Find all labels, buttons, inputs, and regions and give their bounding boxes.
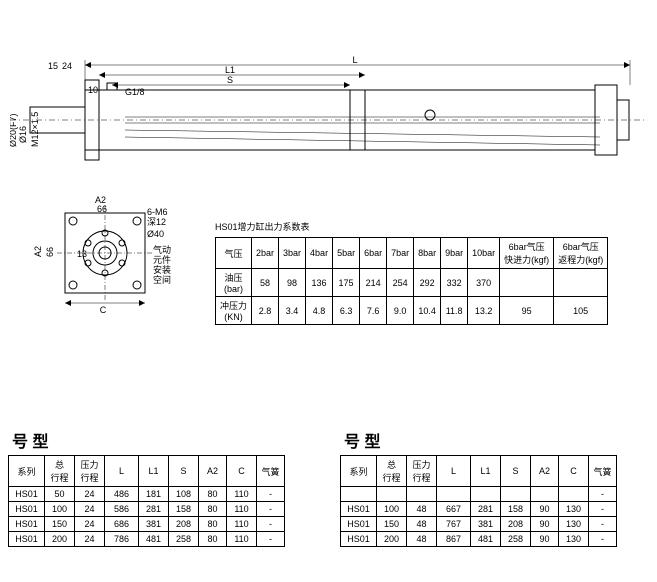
- dim-13: 13: [77, 249, 87, 259]
- dim-L: L: [352, 55, 357, 65]
- dim-depth: 深12: [147, 217, 166, 227]
- spec-left-label: 号 型: [12, 428, 48, 452]
- dim-rod: Ø16: [18, 126, 28, 143]
- spec-right-label: 号 型: [344, 428, 380, 452]
- dim-66w: 66: [97, 204, 107, 214]
- spec-right-region: 系列总行程压力行程LL1SA2C气簧-HS0110048667281158901…: [340, 455, 617, 547]
- force-table: 气压2bar3bar4bar5bar6bar7bar8bar9bar10bar6…: [215, 237, 608, 325]
- table-row: HS011502468638120880110-: [9, 517, 285, 532]
- table-row: HS011504876738120890130-: [341, 517, 617, 532]
- dim-10: 10: [88, 85, 98, 95]
- front-view-drawing: A2 66 A2 66 13 6-M6 深12 Ø40 气动元件安装空间 C: [25, 195, 195, 315]
- dim-airspace: 气动元件安装空间: [153, 244, 171, 285]
- spec-table-right: 系列总行程压力行程LL1SA2C气簧-HS0110048667281158901…: [340, 455, 617, 547]
- spec-left-region: 系列总行程压力行程LL1SA2C气簧HS01502448618110880110…: [8, 455, 285, 547]
- dim-bolt: 6-M6: [147, 207, 168, 217]
- side-view-drawing: L L1 S 15 24 10 G1/8 Ø20(F7) Ø16 M12×1.5: [10, 55, 645, 185]
- table-row: 油压(bar)5898136175214254292332370: [216, 269, 608, 297]
- table-row: 冲压力(KN)2.83.44.86.37.69.010.411.813.2951…: [216, 297, 608, 325]
- side-view-svg: L L1 S 15 24 10 G1/8 Ø20(F7) Ø16 M12×1.5: [10, 55, 645, 185]
- dim-S: S: [227, 75, 233, 85]
- table-row: 气压2bar3bar4bar5bar6bar7bar8bar9bar10bar6…: [216, 238, 608, 269]
- dim-66h: 66: [45, 247, 55, 257]
- dim-thread: M12×1.5: [30, 112, 40, 147]
- table-row: 系列总行程压力行程LL1SA2C气簧: [9, 456, 285, 487]
- table-row: HS01502448618110880110-: [9, 487, 285, 502]
- front-view-svg: A2 66 A2 66 13 6-M6 深12 Ø40 气动元件安装空间 C: [25, 195, 195, 315]
- table-row: -: [341, 487, 617, 502]
- dim-hole: Ø40: [147, 229, 164, 239]
- dim-15: 15: [48, 61, 58, 71]
- dim-port: G1/8: [125, 87, 145, 97]
- table-row: HS011004866728115890130-: [341, 502, 617, 517]
- dim-C: C: [100, 305, 107, 315]
- table-row: HS012002478648125880110-: [9, 532, 285, 547]
- force-table-title: HS01增力缸出力系数表: [215, 220, 650, 233]
- table-row: 系列总行程压力行程LL1SA2C气簧: [341, 456, 617, 487]
- dim-L1: L1: [225, 65, 235, 75]
- dim-bore: Ø20(F7): [10, 113, 18, 147]
- spec-table-left: 系列总行程压力行程LL1SA2C气簧HS01502448618110880110…: [8, 455, 285, 547]
- force-table-region: HS01增力缸出力系数表 气压2bar3bar4bar5bar6bar7bar8…: [215, 220, 650, 325]
- table-row: HS012004886748125890130-: [341, 532, 617, 547]
- dim-A2-left: A2: [33, 246, 43, 257]
- table-row: HS011002458628115880110-: [9, 502, 285, 517]
- dim-24: 24: [62, 61, 72, 71]
